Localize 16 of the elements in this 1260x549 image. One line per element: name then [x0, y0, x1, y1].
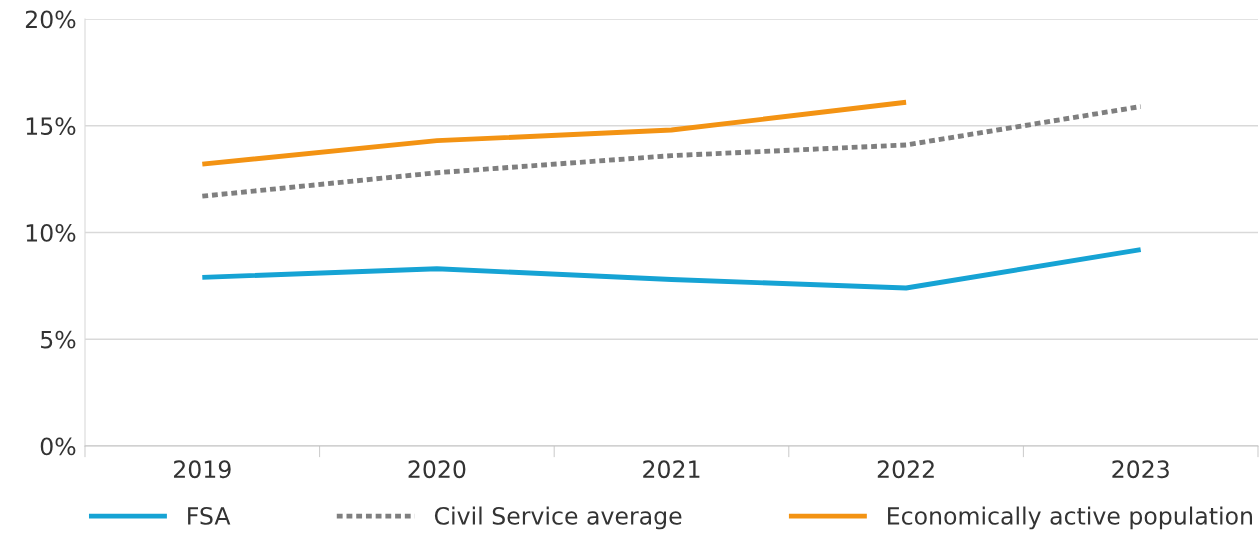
y-tick-label: 5% [41, 330, 76, 349]
x-tick-label: 2019 [173, 460, 231, 479]
x-tick-label: 2021 [643, 460, 700, 479]
y-tick-label: 10% [26, 223, 76, 242]
x-tick-label: 2020 [408, 460, 466, 479]
line-series [199, 99, 909, 167]
line-series [199, 104, 1144, 199]
y-tick-label: 20% [25, 10, 76, 29]
legend-label: Economically active population [888, 506, 1253, 530]
y-tick-label: 0% [40, 437, 76, 456]
legend-label: Civil Service average [434, 506, 682, 530]
legend-label: FSA [188, 506, 231, 525]
x-tick-label: 2022 [877, 460, 934, 479]
line-series [199, 247, 1144, 291]
y-tick-label: 15% [26, 117, 76, 136]
x-tick-label: 2023 [1112, 460, 1169, 479]
